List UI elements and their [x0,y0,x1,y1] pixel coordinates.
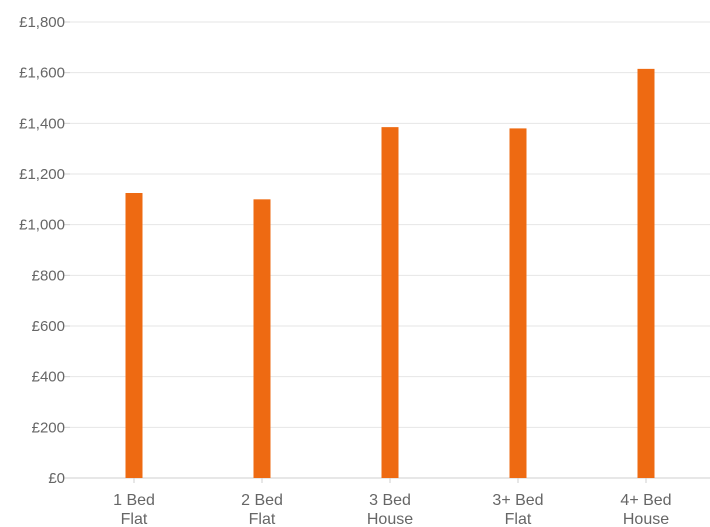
x-tick-label: Flat [249,511,276,527]
x-tick-label: House [367,511,413,527]
y-tick-label: £400 [32,369,65,386]
y-tick-label: £800 [32,267,65,284]
bars [125,68,655,479]
y-tick-label: £1,400 [19,115,65,132]
y-tick-label: £1,200 [19,166,65,183]
y-tick-label: £200 [32,419,65,436]
y-tick-label: £1,600 [19,65,65,82]
bar [381,127,399,478]
bar [637,68,655,478]
bar [509,128,527,478]
y-tick-label: £1,000 [19,217,65,234]
y-tick-label: £1,800 [19,14,65,31]
x-tick-label: 2 Bed [241,492,283,509]
bar [125,193,143,478]
x-tick-label: Flat [121,511,148,527]
x-axis-tick-labels: 1 Bed Flat 2 Bed Flat 3 Bed House 3+ Bed Flat 4+… [113,492,671,527]
x-tick-label: 4+ Bed [620,492,671,509]
y-tick-label: £0 [48,470,65,487]
x-tick-label: 3+ Bed [492,492,543,509]
x-tick-label: House [623,511,669,527]
y-axis-tick-labels: £0 £200 £400 £600 £800 £1,000 £1,200 £1,400 £1,6… [19,14,65,487]
x-tick-label: Flat [505,511,532,527]
y-tick-label: £600 [32,318,65,335]
x-tick-label: 3 Bed [369,492,411,509]
bar [253,199,271,479]
x-tick-label: 1 Bed [113,492,155,509]
